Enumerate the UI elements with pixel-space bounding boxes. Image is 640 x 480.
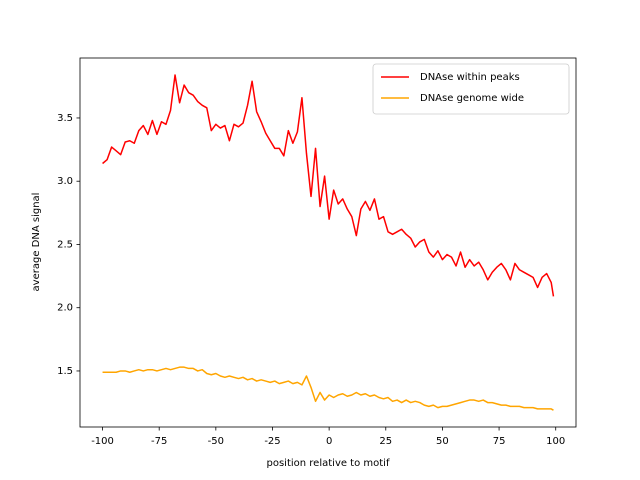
x-tick-label: -75 — [151, 436, 167, 447]
y-tick-label: 3.5 — [57, 113, 73, 124]
plot-frame — [79, 57, 577, 428]
x-tick-label: 100 — [546, 436, 565, 447]
x-tick-label: 0 — [326, 436, 332, 447]
y-tick-label: 3.0 — [57, 176, 73, 187]
x-tick-label: -25 — [264, 436, 280, 447]
x-tick-label: -50 — [208, 436, 224, 447]
y-tick-label: 2.5 — [57, 239, 73, 250]
x-tick-label: 25 — [379, 436, 392, 447]
y-axis-label: average DNA signal — [31, 193, 42, 292]
legend-label: DNAse genome wide — [420, 93, 524, 104]
x-tick-label: 50 — [436, 436, 449, 447]
y-tick-label: 2.0 — [57, 303, 73, 314]
y-tick-label: 1.5 — [57, 366, 73, 377]
x-tick-label: -100 — [91, 436, 114, 447]
x-tick-label: 75 — [493, 436, 506, 447]
x-axis-label: position relative to motif — [267, 458, 390, 469]
data-line — [102, 74, 555, 297]
data-line — [102, 366, 554, 411]
legend-label: DNAse within peaks — [420, 72, 520, 83]
legend-box — [372, 63, 570, 115]
